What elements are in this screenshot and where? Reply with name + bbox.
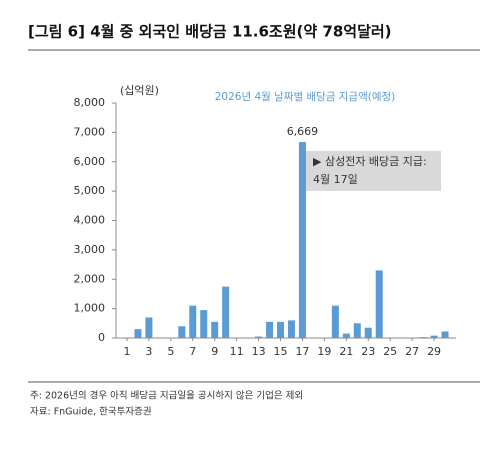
chart-title: [그림 6] 4월 중 외국인 배당금 11.6조원(약 78억달러) bbox=[28, 23, 392, 41]
x-tick-label: 5 bbox=[167, 345, 174, 358]
y-tick-label: 1,000 bbox=[74, 302, 106, 315]
y-tick-label: 5,000 bbox=[74, 184, 106, 197]
x-tick-label: 19 bbox=[317, 345, 331, 358]
bar bbox=[189, 305, 197, 338]
x-tick-label: 7 bbox=[189, 345, 196, 358]
annotation: 4월 17일 bbox=[313, 172, 358, 186]
x-tick-label: 29 bbox=[427, 345, 441, 358]
x-tick-label: 23 bbox=[361, 345, 375, 358]
bar bbox=[266, 321, 274, 338]
y-tick-label: 2,000 bbox=[74, 272, 106, 285]
y-tick-label: 7,000 bbox=[74, 125, 106, 138]
x-tick-label: 21 bbox=[339, 345, 353, 358]
bar bbox=[298, 142, 306, 338]
bar bbox=[375, 270, 383, 338]
x-tick-label: 3 bbox=[145, 345, 152, 358]
y-tick-label: 6,000 bbox=[74, 155, 106, 168]
bar bbox=[211, 321, 219, 338]
bar bbox=[430, 335, 438, 338]
x-tick-label: 1 bbox=[123, 345, 130, 358]
bar bbox=[222, 286, 230, 338]
y-axis-label: (십억원) bbox=[120, 84, 159, 97]
bar bbox=[353, 323, 361, 338]
bar bbox=[277, 321, 285, 338]
x-tick-label: 17 bbox=[295, 345, 309, 358]
bar bbox=[145, 317, 153, 338]
bar bbox=[178, 326, 186, 338]
bar bbox=[287, 320, 295, 338]
footnote: 주: 2026년의 경우 아직 배당금 지급일을 공시하지 않은 기업은 제외 bbox=[30, 390, 303, 402]
x-tick-label: 9 bbox=[211, 345, 218, 358]
x-tick-label: 13 bbox=[252, 345, 266, 358]
bar bbox=[134, 329, 142, 338]
y-tick-label: 0 bbox=[98, 331, 105, 344]
data-label: 6,669 bbox=[287, 125, 319, 138]
bar bbox=[364, 327, 372, 338]
bar bbox=[200, 310, 208, 338]
y-tick-label: 8,000 bbox=[74, 96, 106, 109]
x-tick-label: 27 bbox=[405, 345, 419, 358]
bar bbox=[441, 331, 449, 338]
x-tick-label: 15 bbox=[274, 345, 288, 358]
bar bbox=[342, 333, 350, 338]
bar bbox=[255, 336, 263, 338]
y-tick-label: 3,000 bbox=[74, 243, 106, 256]
x-tick-label: 25 bbox=[383, 345, 397, 358]
annotation: ▶ 삼성전자 배당금 지급: bbox=[313, 155, 427, 168]
x-tick-label: 11 bbox=[230, 345, 244, 358]
bar bbox=[331, 305, 339, 338]
bar bbox=[419, 337, 427, 338]
y-tick-label: 4,000 bbox=[74, 214, 106, 227]
source: 자료: FnGuide, 한국투자증권 bbox=[30, 406, 152, 418]
annotation-box bbox=[305, 151, 441, 191]
chart-subtitle: 2026년 4월 날짜별 배당금 지급액(예정) bbox=[215, 90, 396, 103]
